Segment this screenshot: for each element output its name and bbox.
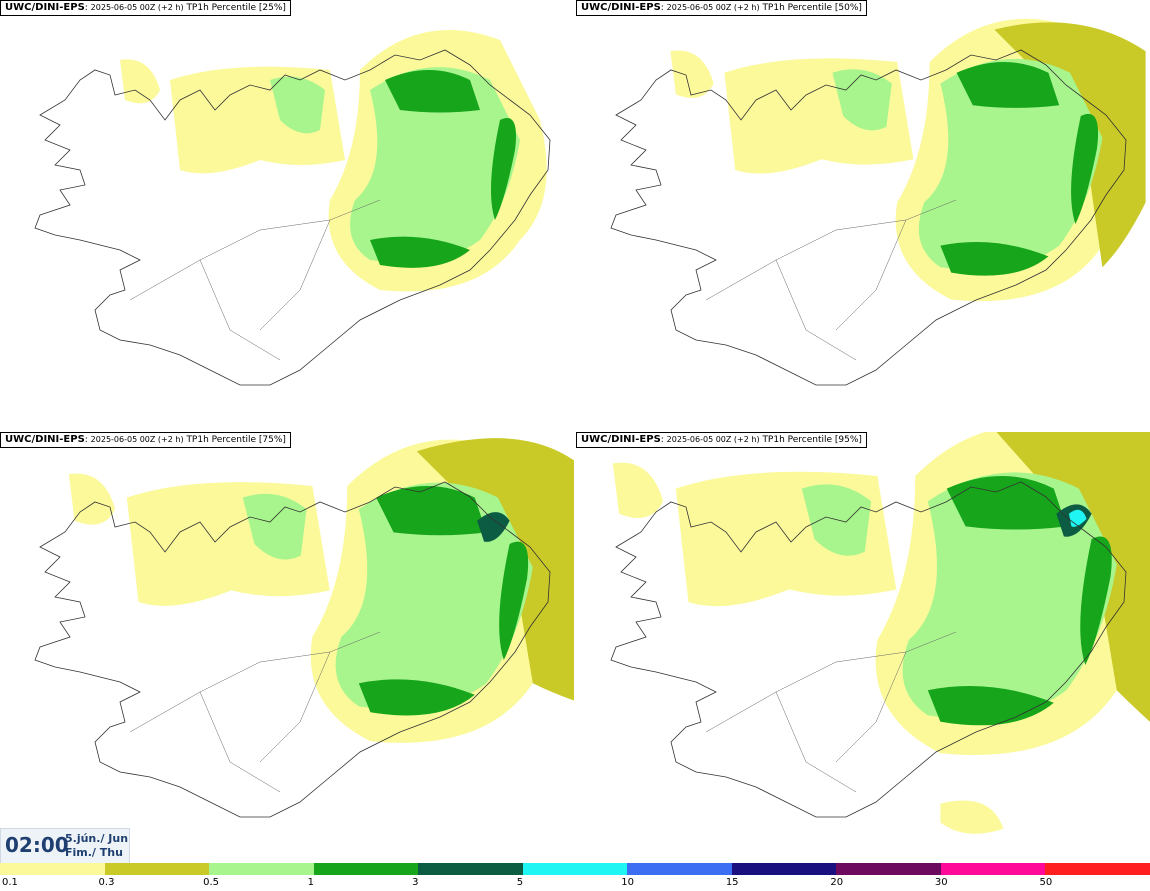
coastline bbox=[610, 481, 1127, 818]
precip-field bbox=[68, 438, 574, 743]
precip-contour bbox=[946, 476, 1067, 530]
precip-contour bbox=[832, 69, 892, 131]
road-line bbox=[199, 691, 281, 793]
panel-title: UWC/DINI-EPS: 2025-06-05 00Z (+2 h) TP1h… bbox=[0, 432, 291, 448]
run-time: 2025-06-05 00Z (+2 h) bbox=[90, 3, 184, 12]
panel-title: UWC/DINI-EPS: 2025-06-05 00Z (+2 h) TP1h… bbox=[576, 0, 867, 16]
model-name: UWC/DINI-EPS bbox=[581, 434, 661, 445]
road-line bbox=[775, 691, 857, 793]
road-line bbox=[835, 651, 907, 763]
road-line bbox=[775, 259, 857, 361]
precip-contour bbox=[801, 484, 872, 556]
legend-bar bbox=[0, 863, 1150, 875]
valid-time-box: 02:00 5.jún./ Jun Fim./ Thu bbox=[0, 828, 130, 864]
precip-contour bbox=[612, 462, 664, 518]
legend-swatch bbox=[104, 863, 210, 875]
product-label: TP1h Percentile [75%] bbox=[186, 435, 286, 445]
run-time: 2025-06-05 00Z (+2 h) bbox=[666, 435, 760, 444]
precip-contour bbox=[927, 686, 1054, 726]
precip-map-p95 bbox=[610, 432, 1150, 834]
precip-map-p50 bbox=[610, 18, 1146, 386]
precip-contour bbox=[270, 76, 325, 134]
product-label: TP1h Percentile [95%] bbox=[762, 435, 862, 445]
precip-contour bbox=[242, 493, 307, 560]
precip-contour bbox=[376, 486, 487, 536]
precip-contour bbox=[370, 236, 470, 268]
legend-swatch bbox=[731, 863, 837, 875]
road-line bbox=[705, 199, 957, 301]
legend-tick-label: 0.5 bbox=[203, 877, 219, 888]
legend-tick-label: 50 bbox=[1039, 877, 1053, 888]
road-line bbox=[705, 631, 957, 733]
run-time: 2025-06-05 00Z (+2 h) bbox=[90, 435, 184, 444]
precip-contour bbox=[477, 512, 510, 542]
precip-contour bbox=[120, 59, 160, 104]
legend-tick-label: 5 bbox=[516, 877, 524, 888]
run-time: 2025-06-05 00Z (+2 h) bbox=[666, 3, 760, 12]
valid-date: 5.jún./ Jun Fim./ Thu bbox=[65, 832, 128, 860]
precip-contour bbox=[358, 679, 475, 716]
road-line bbox=[129, 631, 381, 733]
legend-tick-label: 15 bbox=[725, 877, 739, 888]
legend-swatch bbox=[522, 863, 628, 875]
precip-contour bbox=[416, 438, 574, 701]
road-line bbox=[835, 219, 907, 331]
precip-contour bbox=[956, 62, 1060, 108]
precip-contour bbox=[1080, 536, 1112, 665]
product-label: TP1h Percentile [25%] bbox=[186, 3, 286, 13]
road-line bbox=[129, 199, 381, 301]
legend-tick-label: 1 bbox=[307, 877, 314, 888]
precip-field bbox=[120, 30, 547, 292]
road-line bbox=[259, 219, 331, 331]
legend-swatch bbox=[627, 863, 732, 875]
legend-swatch bbox=[209, 863, 314, 875]
map-panel-p95: UWC/DINI-EPS: 2025-06-05 00Z (+2 h) TP1h… bbox=[576, 432, 1150, 860]
coastline bbox=[34, 481, 551, 818]
precip-contour bbox=[350, 67, 520, 263]
precip-contour bbox=[1071, 113, 1099, 225]
precip-contour bbox=[491, 118, 516, 220]
model-name: UWC/DINI-EPS bbox=[5, 434, 85, 445]
legend-tick-label: 0.3 bbox=[98, 877, 115, 888]
valid-clock: 02:00 bbox=[5, 833, 69, 857]
precip-contour bbox=[940, 800, 1004, 834]
precip-contour bbox=[385, 70, 480, 113]
model-name: UWC/DINI-EPS bbox=[5, 2, 85, 13]
map-panel-p75: UWC/DINI-EPS: 2025-06-05 00Z (+2 h) TP1h… bbox=[0, 432, 574, 860]
product-label: TP1h Percentile [50%] bbox=[762, 3, 862, 13]
valid-date-line1: 5.jún./ Jun bbox=[65, 832, 129, 845]
coastline bbox=[610, 49, 1127, 386]
legend-tick-label: 20 bbox=[830, 877, 844, 888]
legend-swatch bbox=[1045, 863, 1150, 875]
precip-contour bbox=[499, 541, 529, 660]
road-line bbox=[259, 651, 331, 763]
precip-contour bbox=[994, 22, 1146, 268]
valid-date-line2: Fim./ Thu bbox=[65, 846, 123, 859]
map-panel-p25: UWC/DINI-EPS: 2025-06-05 00Z (+2 h) TP1h… bbox=[0, 0, 574, 428]
legend-swatch bbox=[940, 863, 1046, 875]
precip-contour bbox=[670, 50, 714, 99]
legend-swatch bbox=[0, 863, 105, 875]
precip-field bbox=[612, 432, 1150, 834]
color-legend: 0.1 0.3 0.5 1 3 5 10 15 20 30 50 bbox=[0, 863, 1150, 891]
precip-contour bbox=[996, 432, 1150, 722]
map-panel-p50: UWC/DINI-EPS: 2025-06-05 00Z (+2 h) TP1h… bbox=[576, 0, 1150, 428]
precip-map-p75 bbox=[34, 438, 574, 818]
road-line bbox=[199, 259, 281, 361]
panel-title: UWC/DINI-EPS: 2025-06-05 00Z (+2 h) TP1h… bbox=[576, 432, 867, 448]
legend-swatch bbox=[313, 863, 419, 875]
precip-field bbox=[670, 18, 1146, 302]
legend-swatch bbox=[418, 863, 523, 875]
panel-title: UWC/DINI-EPS: 2025-06-05 00Z (+2 h) TP1h… bbox=[0, 0, 291, 16]
legend-tick-label: 30 bbox=[934, 877, 948, 888]
precip-map-p25 bbox=[34, 30, 551, 386]
legend-tick-label: 0.1 bbox=[2, 877, 18, 888]
legend-tick-label: 10 bbox=[621, 877, 634, 888]
model-name: UWC/DINI-EPS bbox=[581, 2, 661, 13]
precip-contour bbox=[918, 58, 1103, 270]
coastline bbox=[34, 49, 551, 386]
legend-tick-label: 3 bbox=[412, 877, 419, 888]
legend-swatch bbox=[836, 863, 941, 875]
precip-contour bbox=[940, 242, 1049, 276]
